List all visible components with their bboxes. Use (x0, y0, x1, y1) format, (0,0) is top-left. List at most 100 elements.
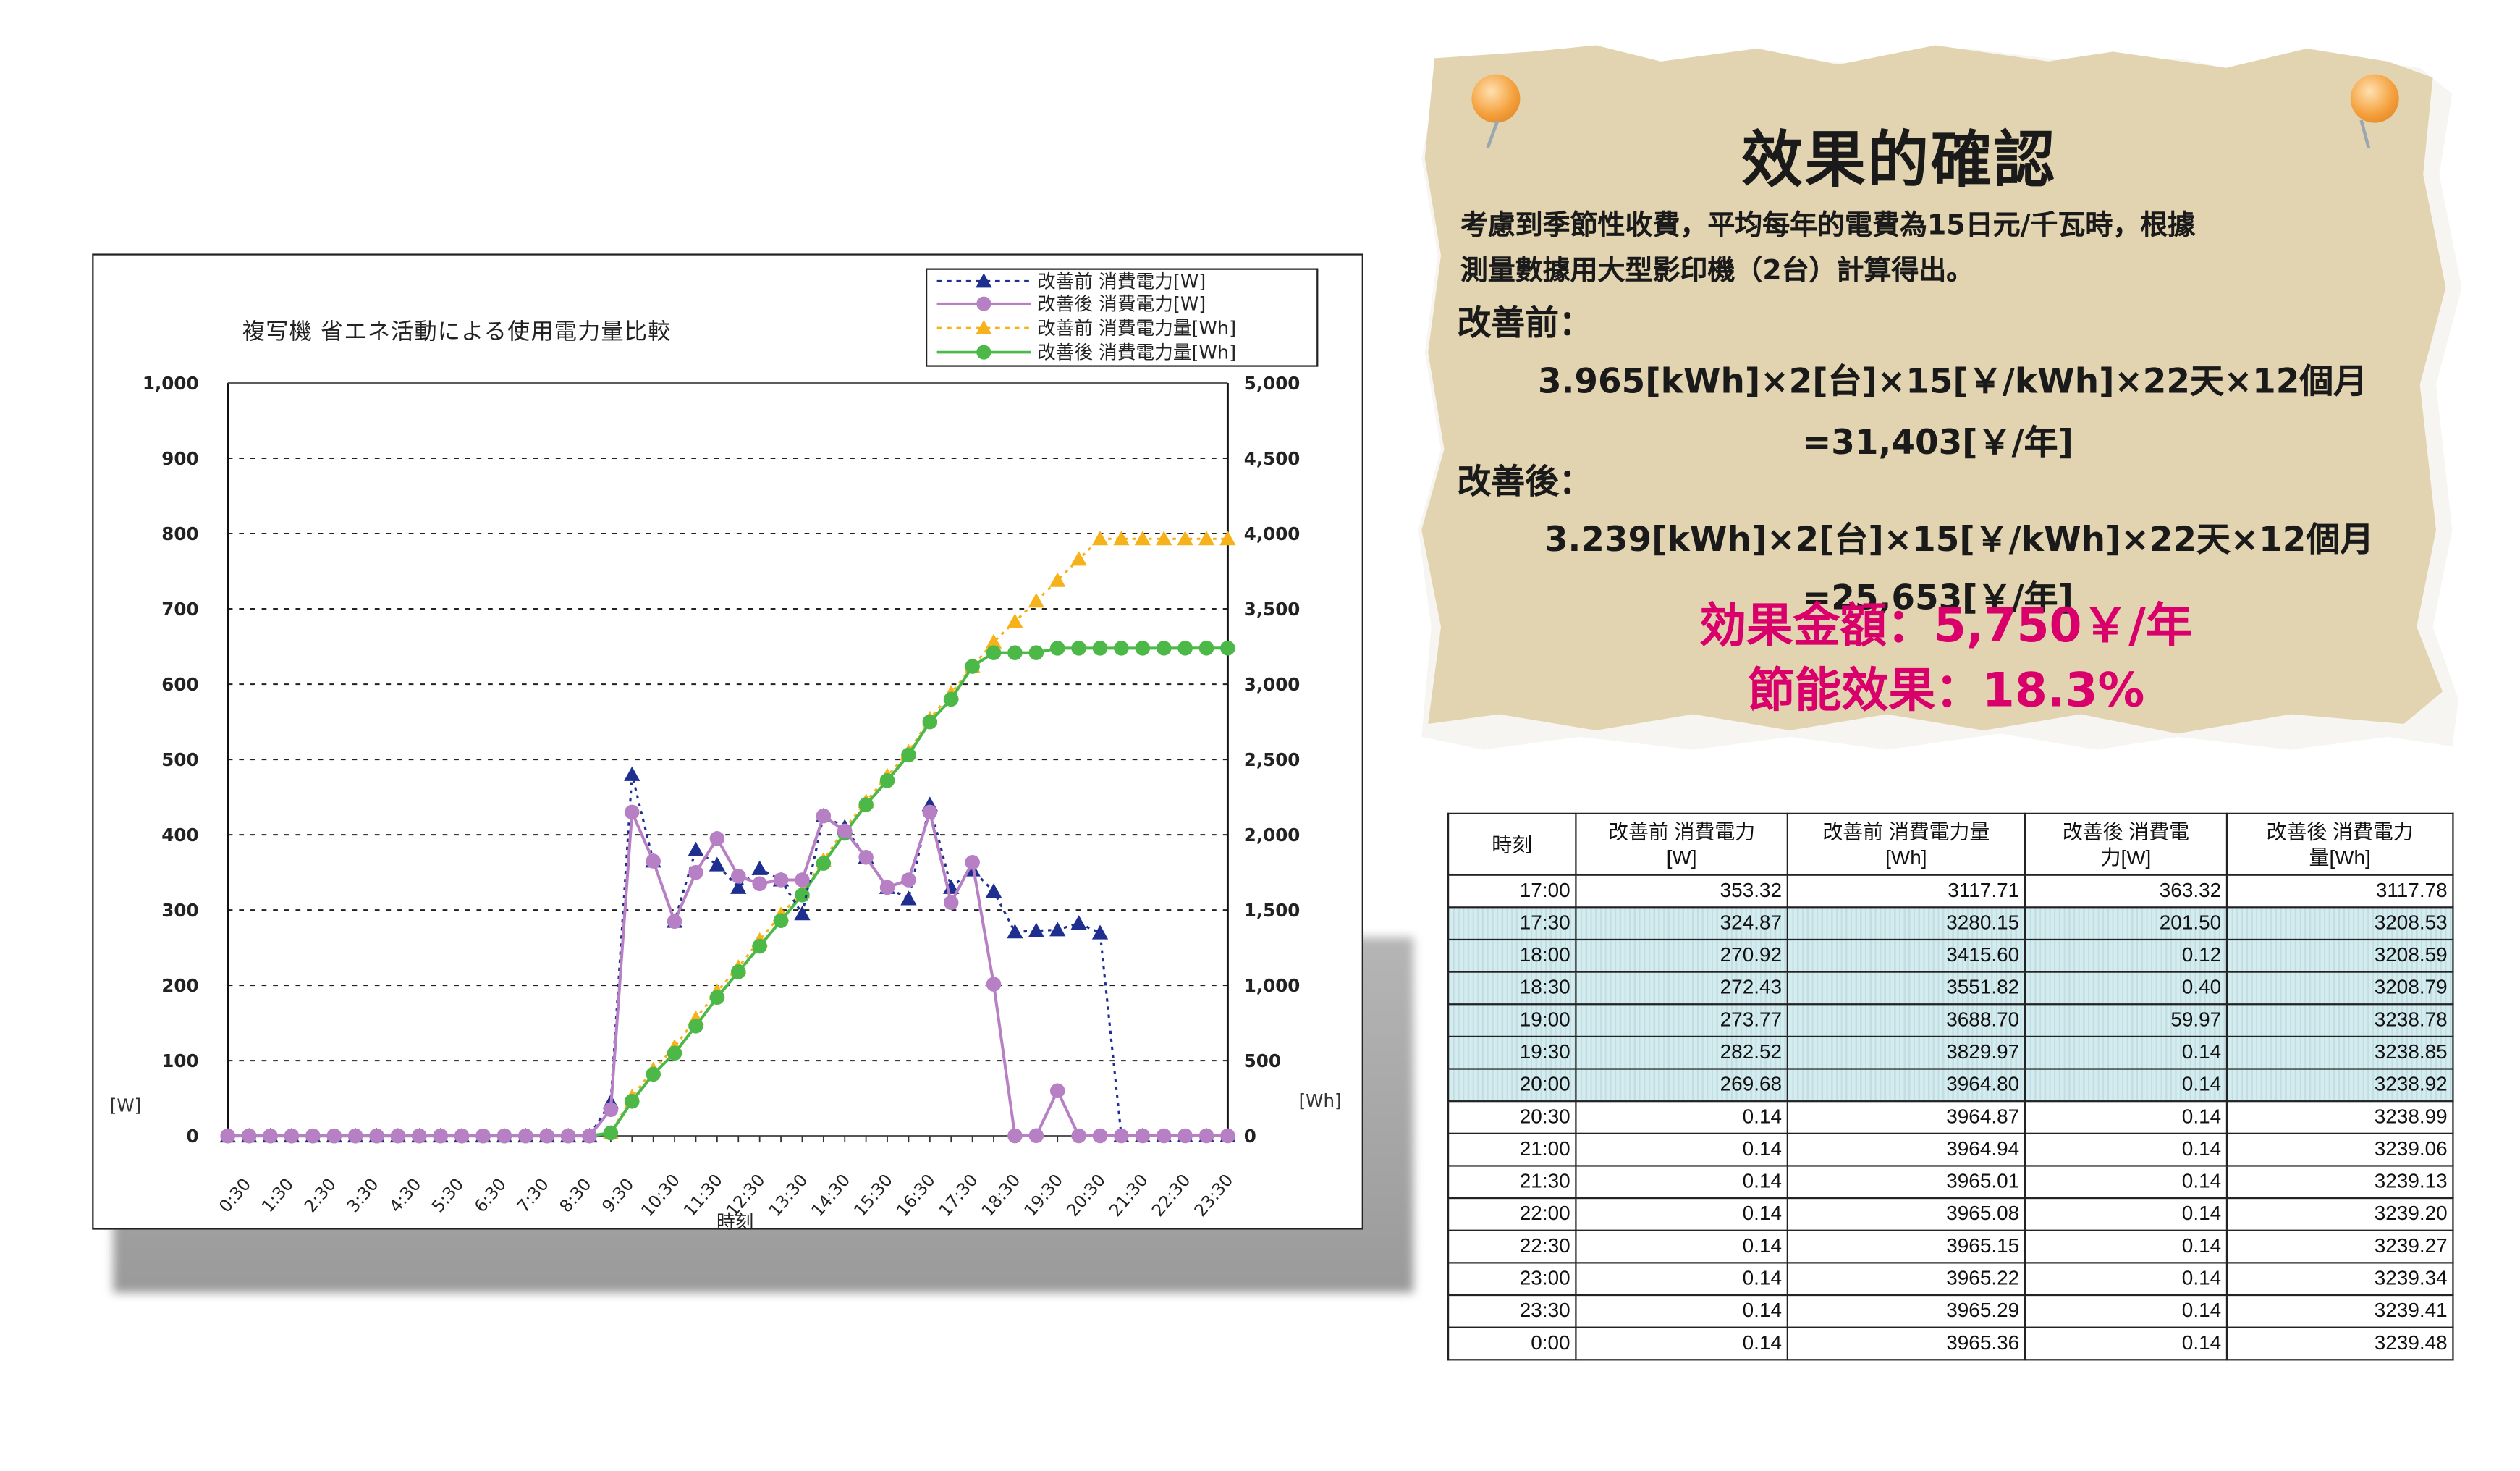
cell-before-w: 272.43 (1575, 971, 1788, 1006)
cell-after-wh: 3238.78 (2225, 1003, 2454, 1038)
note-intro-line: 考慮到季節性收費，平均每年的電費為15日元/千瓦時，根據 (1460, 210, 2196, 243)
triangle-marker-icon (751, 860, 768, 875)
circle-marker-icon (837, 823, 853, 839)
x-tick-label: 23:30 (1190, 1170, 1237, 1221)
y-tick-label-right: 0 (1244, 1126, 1256, 1147)
circle-marker-icon (603, 1102, 619, 1118)
circle-marker-icon (943, 691, 959, 707)
cell-before-wh: 3965.08 (1786, 1197, 2026, 1231)
solid-circle-marker-icon (936, 345, 1031, 360)
circle-marker-icon (1092, 1128, 1108, 1144)
table-row: 22:00 0.14 3965.08 0.14 3239.20 (1447, 1197, 2454, 1231)
cell-before-w: 0.14 (1575, 1326, 1788, 1361)
triangle-marker-icon (1091, 531, 1109, 546)
table-row: 21:30 0.14 3965.01 0.14 3239.13 (1447, 1165, 2454, 1200)
triangle-marker-icon (1070, 551, 1087, 566)
circle-marker-icon (688, 1019, 703, 1034)
table-row: 21:00 0.14 3964.94 0.14 3239.06 (1447, 1132, 2454, 1167)
table-row: 17:00 353.32 3117.71 363.32 3117.78 (1447, 874, 2454, 909)
y-axis-label-left: [W] (110, 1095, 141, 1116)
cell-time: 22:00 (1447, 1197, 1577, 1231)
circle-marker-icon (1198, 1128, 1214, 1144)
y-tick-label-right: 4,500 (1244, 448, 1301, 469)
triangle-marker-icon (1070, 915, 1087, 930)
circle-marker-icon (1177, 641, 1193, 656)
y-tick-label-right: 3,000 (1244, 674, 1301, 695)
cell-before-w: 0.14 (1575, 1165, 1788, 1200)
cell-after-wh: 3239.27 (2225, 1229, 2454, 1264)
y-tick-label-left: 900 (161, 448, 198, 469)
circle-marker-icon (879, 772, 895, 788)
circle-marker-icon (454, 1128, 470, 1144)
cell-before-w: 353.32 (1575, 874, 1788, 909)
saving-rate: 節能效果：18.3% (1748, 662, 2145, 718)
triangle-marker-icon (1091, 924, 1109, 940)
series-line (227, 806, 1228, 1138)
circle-marker-icon (1007, 1128, 1023, 1144)
triangle-marker-icon (1049, 572, 1066, 587)
cell-after-w: 0.14 (2024, 1035, 2228, 1070)
cell-after-wh: 3208.59 (2225, 938, 2454, 973)
cell-before-wh: 3964.87 (1786, 1100, 2026, 1134)
y-tick-label-left: 200 (161, 975, 198, 996)
circle-marker-icon (1114, 1128, 1129, 1144)
y-tick-label-left: 500 (161, 749, 198, 770)
after-formula: 3.239[kWh]×2[台]×15[￥/kWh]×22天×12個月 (1544, 520, 2375, 560)
y-tick-label-left: 600 (161, 674, 198, 695)
circle-marker-icon (986, 645, 1002, 660)
circle-marker-icon (390, 1128, 406, 1144)
triangle-marker-icon (1198, 531, 1215, 546)
after-label: 改善後： (1457, 462, 1593, 501)
triangle-marker-icon (794, 906, 811, 921)
pushpin-left-icon (1471, 74, 1521, 123)
cell-time: 18:00 (1447, 938, 1577, 973)
cell-after-w: 0.14 (2024, 1229, 2228, 1264)
col-header-after-wh: 改善後 消費電力 量[Wh] (2225, 812, 2454, 876)
x-tick-label: 7:30 (513, 1174, 553, 1216)
cell-time: 0:00 (1447, 1326, 1577, 1361)
circle-marker-icon (816, 856, 832, 871)
circle-marker-icon (773, 872, 789, 888)
circle-marker-icon (1135, 641, 1151, 656)
x-tick-label: 5:30 (428, 1174, 468, 1216)
x-tick-label: 4:30 (385, 1174, 425, 1216)
circle-marker-icon (943, 895, 959, 910)
legend-label: 改善前 消費電力[W] (1037, 269, 1206, 293)
x-axis-label: 時刻 (716, 1211, 753, 1233)
table-row: 19:30 282.52 3829.97 0.14 3238.85 (1447, 1035, 2454, 1070)
y-tick-label-right: 500 (1244, 1050, 1281, 1071)
circle-marker-icon (667, 914, 682, 929)
circle-marker-icon (1198, 641, 1214, 656)
cell-after-w: 59.97 (2024, 1003, 2228, 1038)
cell-before-w: 270.92 (1575, 938, 1788, 973)
circle-marker-icon (709, 831, 725, 846)
cell-before-w: 0.14 (1575, 1229, 1788, 1264)
circle-marker-icon (816, 808, 832, 824)
circle-marker-icon (1071, 1128, 1086, 1144)
table-row: 17:30 324.87 3280.15 201.50 3208.53 (1447, 906, 2454, 941)
table-row: 18:30 272.43 3551.82 0.40 3208.79 (1447, 971, 2454, 1006)
x-tick-label: 0:30 (215, 1174, 255, 1216)
cell-time: 23:00 (1447, 1262, 1577, 1297)
legend-item-after-w: 改善後 消費電力[W] (934, 292, 1206, 315)
cell-after-wh: 3238.99 (2225, 1100, 2454, 1134)
after-result: =25,653[￥/年] (1803, 578, 2073, 618)
triangle-marker-icon (1156, 531, 1172, 546)
cell-after-w: 0.12 (2024, 938, 2228, 973)
cell-after-wh: 3239.34 (2225, 1262, 2454, 1297)
cell-after-w: 201.50 (2024, 906, 2228, 941)
circle-marker-icon (1071, 641, 1086, 656)
circle-marker-icon (347, 1128, 363, 1144)
circle-marker-icon (1135, 1128, 1151, 1144)
triangle-marker-icon (1028, 593, 1044, 608)
x-tick-label: 14:30 (807, 1170, 854, 1221)
cell-after-wh: 3239.06 (2225, 1132, 2454, 1167)
cell-time: 21:30 (1447, 1165, 1577, 1200)
series-line (227, 537, 1228, 1137)
circle-marker-icon (858, 850, 874, 865)
triangle-marker-icon (1007, 613, 1023, 628)
x-tick-label: 8:30 (555, 1174, 595, 1216)
triangle-marker-icon (624, 766, 640, 781)
cell-before-w: 0.14 (1575, 1100, 1788, 1134)
circle-marker-icon (560, 1128, 576, 1144)
